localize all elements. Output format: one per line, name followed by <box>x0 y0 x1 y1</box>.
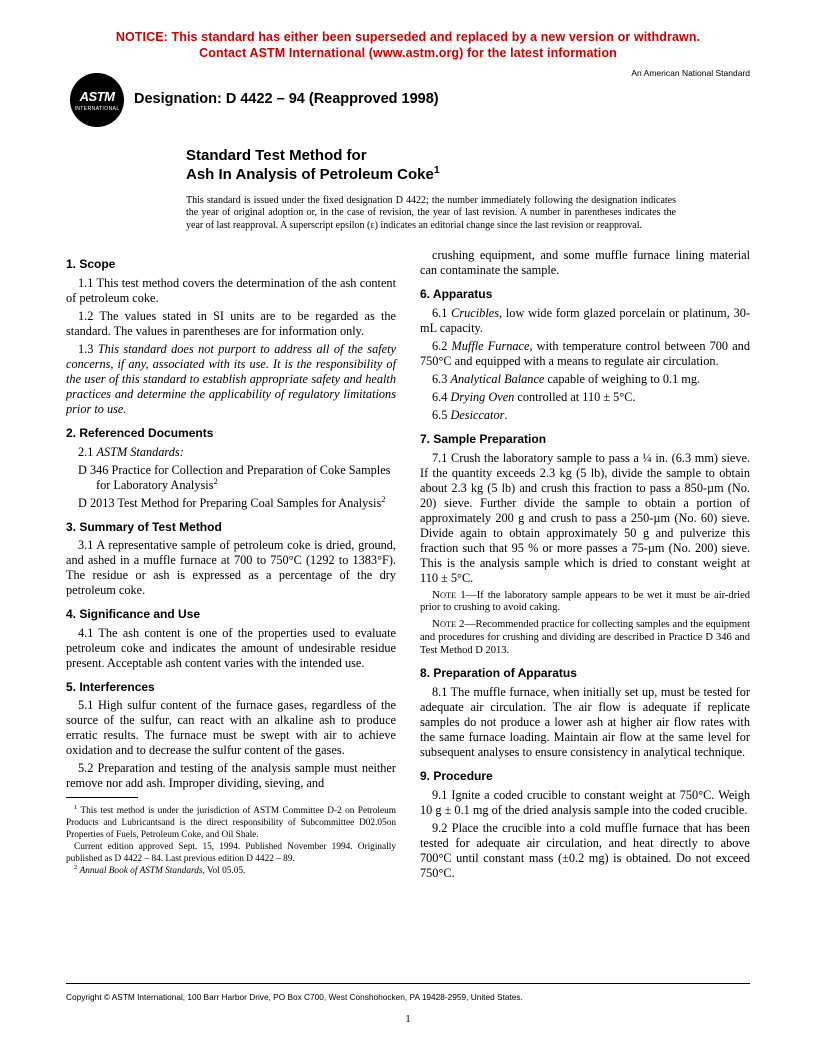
header-row: ASTM INTERNATIONAL Designation: D 4422 –… <box>66 73 750 127</box>
designation: Designation: D 4422 – 94 (Reapproved 199… <box>128 91 439 109</box>
sec5-p2-cont: crushing equipment, and some muffle furn… <box>420 248 750 278</box>
sec2-head: 2. Referenced Documents <box>66 426 396 441</box>
sec6-p1-ital: Crucibles <box>451 306 499 320</box>
page-number: 1 <box>0 1013 816 1026</box>
title-line2: Ash In Analysis of Petroleum Coke1 <box>186 166 750 185</box>
sec2-d2013-text: D 2013 Test Method for Preparing Coal Sa… <box>78 496 381 510</box>
title-line2-text: Ash In Analysis of Petroleum Coke <box>186 166 434 183</box>
title-block: Standard Test Method for Ash In Analysis… <box>186 147 750 185</box>
issue-note: This standard is issued under the fixed … <box>186 195 676 233</box>
notice-banner: NOTICE: This standard has either been su… <box>66 30 750 61</box>
footnote-2-ital: Annual Book of ASTM Standards <box>80 866 203 876</box>
title-sup: 1 <box>434 164 440 176</box>
sec9-p1: 9.1 Ignite a coded crucible to constant … <box>420 788 750 818</box>
ans-standard-note: An American National Standard <box>631 68 750 78</box>
sec9-p2: 9.2 Place the crucible into a cold muffl… <box>420 821 750 881</box>
sec1-head: 1. Scope <box>66 257 396 272</box>
sec6-p2: 6.2 Muffle Furnace, with temperature con… <box>420 339 750 369</box>
body-columns: 1. Scope 1.1 This test method covers the… <box>66 248 750 883</box>
sec5-p2: 5.2 Preparation and testing of the analy… <box>66 761 396 791</box>
sec5-head: 5. Interferences <box>66 680 396 695</box>
sec1-p2: 1.2 The values stated in SI units are to… <box>66 309 396 339</box>
sec7-p1: 7.1 Crush the laboratory sample to pass … <box>420 451 750 586</box>
footnote-1-text: This test method is under the jurisdicti… <box>66 806 396 839</box>
sec6-p3-post: capable of weighing to 0.1 mg. <box>544 372 700 386</box>
sec4-p1: 4.1 The ash content is one of the proper… <box>66 626 396 671</box>
sec6-p5-pre: 6.5 <box>432 408 450 422</box>
sec6-p4-ital: Drying Oven <box>450 390 514 404</box>
logo-bottom: INTERNATIONAL <box>74 106 119 112</box>
sec1-p1: 1.1 This test method covers the determin… <box>66 276 396 306</box>
astm-logo: ASTM INTERNATIONAL <box>70 73 124 127</box>
sec6-p2-pre: 6.2 <box>432 339 452 353</box>
sec8-p1: 8.1 The muffle furnace, when initially s… <box>420 685 750 760</box>
sec1-p3: 1.3 This standard does not purport to ad… <box>66 342 396 417</box>
sec3-p1: 3.1 A representative sample of petroleum… <box>66 538 396 598</box>
sec8-head: 8. Preparation of Apparatus <box>420 666 750 681</box>
sec3-head: 3. Summary of Test Method <box>66 520 396 535</box>
sec2-d346-text: D 346 Practice for Collection and Prepar… <box>78 463 390 492</box>
bottom-rule <box>66 983 750 984</box>
sec2-d2013-sup: 2 <box>381 493 385 503</box>
sec7-note1: NOTE 1—If the laboratory sample appears … <box>420 589 750 616</box>
footnote-1: 1 This test method is under the jurisdic… <box>66 806 396 841</box>
sec7-head: 7. Sample Preparation <box>420 432 750 447</box>
sec1-p3-pre: 1.3 <box>78 342 98 356</box>
copyright: Copyright © ASTM International, 100 Barr… <box>66 992 523 1002</box>
sec6-p3-pre: 6.3 <box>432 372 450 386</box>
logo-top: ASTM <box>80 89 115 105</box>
title-line1: Standard Test Method for <box>186 147 750 166</box>
sec7-note2: NOTE 2—Recommended practice for collecti… <box>420 618 750 657</box>
footnotes: 1 This test method is under the jurisdic… <box>66 806 396 878</box>
sec6-p4-pre: 6.4 <box>432 390 450 404</box>
sec6-p3: 6.3 Analytical Balance capable of weighi… <box>420 372 750 387</box>
sec6-p4-post: controlled at 110 ± 5°C. <box>514 390 635 404</box>
sec7-note1-lead: NOTE 1— <box>432 589 477 601</box>
notice-line2: Contact ASTM International (www.astm.org… <box>199 46 617 60</box>
sec6-p5-post: . <box>504 408 507 422</box>
footnote-2: 2 Annual Book of ASTM Standards, Vol 05.… <box>66 866 396 878</box>
notice-line1: NOTICE: This standard has either been su… <box>116 30 700 44</box>
sec2-p1: 2.1 ASTM Standards: <box>66 445 396 460</box>
sec6-p1-pre: 6.1 <box>432 306 451 320</box>
sec6-p3-ital: Analytical Balance <box>450 372 544 386</box>
sec2-d2013: D 2013 Test Method for Preparing Coal Sa… <box>66 496 396 511</box>
sec9-head: 9. Procedure <box>420 769 750 784</box>
sec1-p3-ital: This standard does not purport to addres… <box>66 342 396 416</box>
footnote-2-post: , Vol 05.05. <box>203 866 246 876</box>
sec2-d346: D 346 Practice for Collection and Prepar… <box>66 463 396 493</box>
sec6-p5-ital: Desiccator <box>450 408 504 422</box>
sec6-head: 6. Apparatus <box>420 287 750 302</box>
footnote-1b: Current edition approved Sept. 15, 1994.… <box>66 842 396 865</box>
logo-wrap: ASTM INTERNATIONAL <box>66 73 128 127</box>
sec6-p2-ital: Muffle Furnace <box>452 339 530 353</box>
sec5-p1: 5.1 High sulfur content of the furnace g… <box>66 698 396 758</box>
sec6-p5: 6.5 Desiccator. <box>420 408 750 423</box>
sec7-note2-lead: NOTE 2— <box>432 618 476 630</box>
sec4-head: 4. Significance and Use <box>66 607 396 622</box>
sec6-p1: 6.1 Crucibles, low wide form glazed porc… <box>420 306 750 336</box>
sec6-p4: 6.4 Drying Oven controlled at 110 ± 5°C. <box>420 390 750 405</box>
sec2-d346-sup: 2 <box>213 475 217 485</box>
sec2-p1-ital: ASTM Standards: <box>96 445 183 459</box>
footnote-rule <box>66 797 138 798</box>
sec2-p1-pre: 2.1 <box>78 445 96 459</box>
